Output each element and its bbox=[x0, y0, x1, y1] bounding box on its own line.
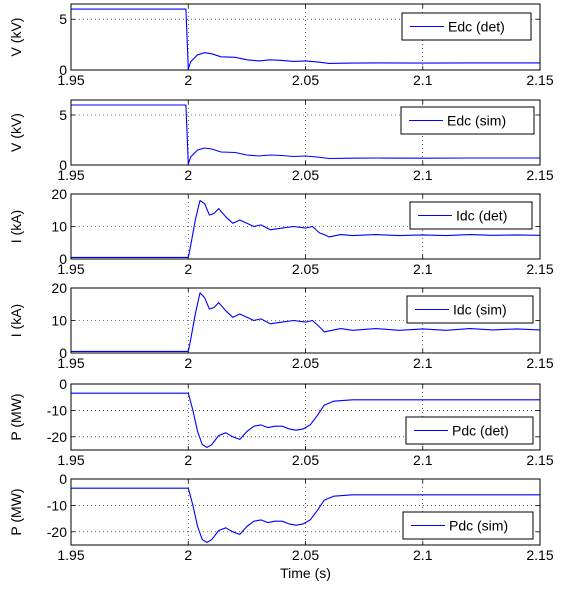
series-line bbox=[71, 487, 540, 543]
x-tick-label: 2.05 bbox=[292, 72, 319, 88]
x-tick-label: 2 bbox=[184, 72, 192, 88]
legend-label: Idc (sim) bbox=[453, 302, 507, 318]
legend: Edc (det) bbox=[401, 12, 532, 41]
x-tick-label: 1.95 bbox=[57, 452, 84, 468]
x-tick-label: 2.15 bbox=[526, 355, 553, 371]
y-axis-label: V (kV) bbox=[8, 18, 24, 57]
y-tick-label: 5 bbox=[59, 11, 67, 27]
y-tick-label: 0 bbox=[59, 62, 67, 78]
series-line bbox=[71, 104, 540, 165]
subplot-6: 1.95 2 2.05 2.1 2.15 -20 -10 0 P (MW) Pdc (sim) Ti… bbox=[8, 471, 554, 581]
subplot-1: 1.95 2 2.05 2.1 2.15 0 5 V (kV) Edc (det) bbox=[8, 3, 554, 88]
x-tick-label: 2.05 bbox=[292, 452, 319, 468]
x-tick-label: 2.15 bbox=[526, 72, 553, 88]
axes-frame bbox=[70, 99, 541, 166]
y-tick-label: -20 bbox=[47, 524, 67, 540]
y-tick-label: -20 bbox=[47, 429, 67, 445]
x-tick-label: 2.1 bbox=[413, 167, 433, 183]
legend-label: Pdc (det) bbox=[452, 423, 509, 439]
x-tick-label: 2.05 bbox=[292, 355, 319, 371]
x-tick-label: 1.95 bbox=[57, 261, 84, 277]
x-tick-label: 2 bbox=[184, 167, 192, 183]
y-tick-label: 0 bbox=[59, 345, 67, 361]
x-tick-label: 2.05 bbox=[292, 261, 319, 277]
y-tick-label: 5 bbox=[59, 107, 67, 123]
x-tick-label: 2.05 bbox=[292, 167, 319, 183]
y-axis-label: P (MW) bbox=[8, 393, 24, 440]
x-axis-label: Time (s) bbox=[280, 565, 331, 581]
series-line bbox=[71, 292, 541, 352]
series-line bbox=[71, 8, 540, 70]
y-tick-label: 0 bbox=[59, 471, 67, 487]
y-axis-label: P (MW) bbox=[8, 488, 24, 535]
x-tick-label: 2 bbox=[184, 261, 192, 277]
y-tick-label: 10 bbox=[51, 313, 67, 329]
y-tick-label: 20 bbox=[51, 186, 67, 202]
x-tick-label: 2.1 bbox=[413, 355, 433, 371]
x-tick-label: 1.95 bbox=[57, 547, 84, 563]
subplot-3: 1.95 2 2.05 2.1 2.15 0 10 20 I (kA) Idc (det) bbox=[8, 186, 554, 277]
y-tick-label: -10 bbox=[47, 497, 67, 513]
axes-frame bbox=[70, 287, 541, 354]
legend-label: Edc (det) bbox=[448, 19, 505, 35]
subplot-5: 1.95 2 2.05 2.1 2.15 -20 -10 0 P (MW) Pdc (det) bbox=[8, 376, 554, 468]
x-tick-label: 2.15 bbox=[526, 452, 553, 468]
x-tick-label: 1.95 bbox=[57, 72, 84, 88]
axes-frame bbox=[70, 3, 541, 71]
y-tick-label: 0 bbox=[59, 251, 67, 267]
series-line bbox=[71, 199, 541, 258]
x-tick-label: 2.1 bbox=[413, 452, 433, 468]
x-tick-label: 2.1 bbox=[413, 261, 433, 277]
axes-frame bbox=[70, 383, 541, 451]
legend: Idc (sim) bbox=[406, 295, 534, 324]
series-line bbox=[71, 392, 540, 448]
legend: Idc (det) bbox=[409, 201, 533, 230]
y-tick-label: 10 bbox=[51, 219, 67, 235]
y-axis-label: I (kA) bbox=[8, 304, 24, 337]
x-tick-label: 2 bbox=[184, 452, 192, 468]
y-tick-label: 0 bbox=[59, 376, 67, 392]
y-tick-label: 20 bbox=[51, 280, 67, 296]
y-tick-label: 0 bbox=[59, 157, 67, 173]
x-tick-label: 2.15 bbox=[526, 547, 553, 563]
x-tick-label: 2 bbox=[184, 547, 192, 563]
y-tick-label: -10 bbox=[47, 402, 67, 418]
x-tick-label: 1.95 bbox=[57, 167, 84, 183]
subplot-4: 1.95 2 2.05 2.1 2.15 0 10 20 I (kA) Idc (sim) bbox=[8, 280, 554, 371]
x-tick-label: 2.1 bbox=[413, 547, 433, 563]
legend: Pdc (sim) bbox=[402, 511, 534, 540]
x-tick-label: 2.05 bbox=[292, 547, 319, 563]
x-tick-label: 1.95 bbox=[57, 355, 84, 371]
legend: Edc (sim) bbox=[400, 106, 535, 135]
x-tick-label: 2.15 bbox=[526, 261, 553, 277]
subplot-2: 1.95 2 2.05 2.1 2.15 0 5 V (kV) Edc (sim) bbox=[8, 99, 554, 183]
legend-label: Edc (sim) bbox=[447, 113, 506, 129]
legend: Pdc (det) bbox=[405, 416, 534, 445]
legend-label: Pdc (sim) bbox=[449, 518, 508, 534]
x-tick-label: 2.1 bbox=[413, 72, 433, 88]
legend-label: Idc (det) bbox=[456, 208, 507, 224]
x-tick-label: 2.15 bbox=[526, 167, 553, 183]
axes-frame bbox=[70, 193, 541, 260]
y-axis-label: V (kV) bbox=[8, 113, 24, 152]
y-axis-label: I (kA) bbox=[8, 210, 24, 243]
x-tick-label: 2 bbox=[184, 355, 192, 371]
axes-frame bbox=[70, 478, 541, 546]
